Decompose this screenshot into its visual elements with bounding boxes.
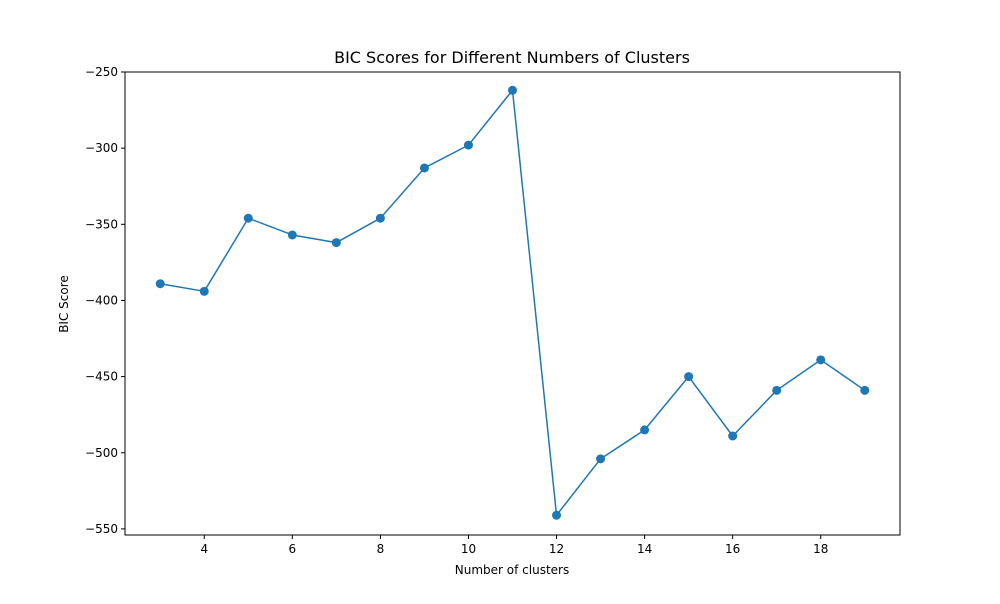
data-point [199, 286, 209, 296]
x-tick-label: 6 [289, 542, 297, 556]
data-point [596, 454, 606, 464]
y-tick-label: −250 [85, 65, 118, 79]
data-point [419, 163, 429, 173]
data-point [375, 213, 385, 223]
data-point [772, 385, 782, 395]
x-tick-label: 12 [549, 542, 564, 556]
data-point [243, 213, 253, 223]
y-tick-label: −500 [85, 446, 118, 460]
data-point [508, 85, 517, 95]
data-point [816, 355, 826, 365]
data-point [331, 238, 341, 248]
y-axis: −250 −300 −350 −400 −450 −500 −550 [85, 65, 125, 536]
x-tick-label: 4 [200, 542, 208, 556]
data-point [463, 140, 473, 150]
x-tick-label: 10 [461, 542, 476, 556]
y-tick-label: −450 [85, 370, 118, 384]
data-point [728, 431, 738, 441]
data-point [552, 510, 562, 520]
x-tick-label: 18 [813, 542, 828, 556]
y-tick-label: −300 [85, 141, 118, 155]
series-line-0 [159, 89, 866, 516]
chart-title: BIC Scores for Different Numbers of Clus… [334, 48, 690, 67]
data-point [155, 279, 165, 289]
y-tick-label: −550 [85, 522, 118, 536]
y-tick-label: −400 [85, 293, 118, 307]
y-axis-label: BIC Score [57, 275, 71, 333]
y-tick-label: −350 [85, 217, 118, 231]
plot-area-frame [124, 71, 901, 536]
series-layer [155, 85, 870, 520]
x-axis-label: Number of clusters [455, 563, 569, 577]
x-tick-label: 8 [377, 542, 385, 556]
x-tick-label: 16 [725, 542, 740, 556]
data-point [287, 230, 297, 240]
data-point [860, 385, 870, 395]
x-tick-label: 14 [637, 542, 652, 556]
data-point [684, 372, 694, 382]
x-axis: 4 6 8 10 12 14 16 18 [200, 535, 828, 556]
data-point [640, 425, 650, 435]
